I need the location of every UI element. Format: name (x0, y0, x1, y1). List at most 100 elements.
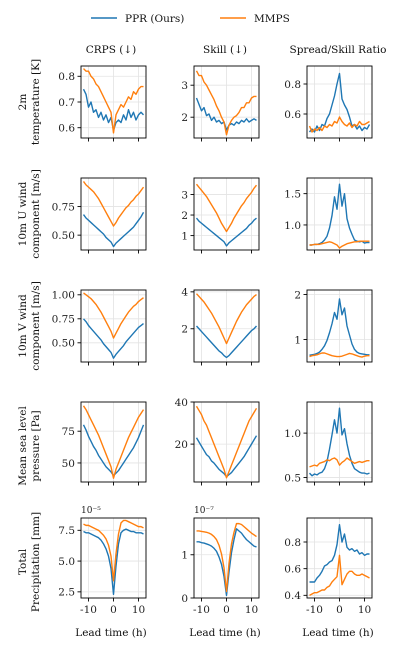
panel-r0-c0: 0.6 0.7 0.8 (58, 65, 147, 142)
panel-r1-c0: 0.50 0.75 (52, 177, 147, 254)
panel-r0-c1-line-ppr (195, 97, 257, 131)
panel-r2-c1: 24 (181, 287, 260, 366)
panel-r0-c0-ytick-label-1: 0.7 (58, 97, 75, 109)
panel-r2-c2: 12 (294, 289, 373, 366)
panel-r4-c1-ytick-label-1: 1 (181, 550, 188, 562)
panel-r1-c2-ytick-label-0: 1.0 (284, 220, 301, 232)
panel-r3-c0-ytick-label-0: 50 (62, 458, 75, 470)
panel-r3-c0: 50 75 (62, 401, 147, 486)
row-label-3: Mean sea level pressure [Pa] (17, 406, 42, 486)
panel-r3-c2: 0.5 1.0 (284, 401, 373, 486)
panel-r4-c2-xtick-label-1: 0 (336, 604, 343, 616)
panel-r3-c0-ytick-label-1: 75 (62, 426, 75, 438)
panel-r3-c1-ytick-label-1: 40 (175, 397, 188, 409)
row-label-0: 2m temperature [K] (17, 59, 42, 145)
panel-r1-c1: 1 2 3 (181, 177, 260, 254)
panel-r2-c0-line-ppr (82, 318, 144, 359)
panel-r2-c1-line-mmps (195, 293, 257, 345)
row-label-4: Total Precipitation [mm] (17, 512, 42, 612)
panel-r0-c2-ytick-label-1: 0.8 (284, 79, 301, 91)
xlabel-col-1: Lead time (h) (189, 627, 261, 639)
panel-r2-c2-ytick-label-0: 1 (294, 334, 301, 346)
panel-r3-c1-ytick-label-0: 20 (175, 439, 188, 451)
row-label-0-line-2: temperature [K] (30, 59, 42, 145)
row-label-4-line-1: Total (17, 548, 29, 575)
panel-r0-c1-ytick-label-0: 2 (181, 112, 188, 124)
panel-r4-c2-line-ppr (309, 523, 370, 583)
panel-r2-c1-line-ppr (195, 325, 258, 359)
panel-r1-c1-ytick-label-2: 3 (181, 189, 188, 201)
panel-r3-c1-line-mmps (195, 405, 258, 479)
row-label-3-line-2: pressure [Pa] (30, 410, 42, 481)
panel-r4-c0-exponent-label: 10⁻⁵ (81, 506, 101, 516)
panel-r0-c1: 23 (181, 65, 260, 142)
panel-r3-c2-line-ppr (308, 407, 370, 477)
panel-r0-c2-ytick-label-0: 0.6 (284, 109, 301, 121)
panel-r4-c2: -10 0 10 0.4 0.6 0.8 (284, 517, 373, 616)
panel-r0-c1-ytick-label-1: 3 (181, 80, 188, 92)
panel-r1-c0-ytick-label-1: 0.75 (52, 201, 75, 213)
panel-r4-c2-ytick-label-1: 0.6 (284, 563, 301, 575)
panel-r4-c1-xtick-label-2: 10 (245, 604, 258, 616)
row-label-1: 10m U wind component [m/s] (17, 169, 42, 259)
panel-r0-c0-ytick-label-0: 0.6 (58, 123, 75, 135)
row-label-2: 10m V wind component [m/s] (17, 281, 42, 371)
row-label-3-line-1: Mean sea level (17, 406, 29, 486)
col-title-crps: CRPS (↓) (86, 44, 137, 56)
panel-r4-c2-ytick-label-0: 0.4 (284, 590, 301, 602)
panel-r4-c1-xtick-label-0: -10 (193, 604, 210, 616)
legend-label-mmps: MMPS (254, 13, 290, 25)
col-title-spread-skill: Spread/Skill Ratio (290, 44, 387, 56)
panel-r2-c1-ytick-label-0: 2 (181, 324, 188, 336)
panel-r4-c0-xtick-label-2: 10 (132, 604, 145, 616)
panel-r1-c2-line-mmps (309, 240, 370, 249)
panel-r1-c2-ytick-label-1: 1.5 (284, 188, 301, 200)
panel-r2-c2-ytick-label-1: 2 (294, 289, 301, 301)
panel-r0-c2-line-ppr (308, 72, 371, 133)
panel-r4-c0-ytick-label-1: 5.0 (58, 556, 75, 568)
row-label-0-line-1: 2m (17, 94, 29, 111)
panels: 0.60.70.8230.60.80.500.751231.01.50.500.… (52, 65, 373, 616)
panel-r1-c0-line-mmps (82, 181, 145, 227)
panel-r2-c0-ytick-label-0: 0.50 (52, 338, 75, 350)
xlabel-col-2: Lead time (h) (302, 627, 374, 639)
panel-r3-c2-ytick-label-0: 0.5 (284, 472, 301, 484)
row-label-1-line-2: component [m/s] (30, 169, 42, 259)
panel-r2-c2-line-mmps (309, 352, 370, 358)
col-title-skill: Skill (↓) (203, 44, 247, 56)
panel-r4-c1-ytick-label-0: 0 (181, 593, 188, 605)
panel-r0-c1-line-mmps (195, 70, 257, 136)
panel-r1-c1-line-ppr (195, 217, 257, 247)
panel-r1-c0-line-ppr (82, 211, 145, 248)
panel-r4-c2-xtick-label-2: 10 (358, 604, 371, 616)
panel-r2-c0-line-mmps (83, 292, 144, 339)
panel-r4-c1-line-mmps (196, 522, 257, 593)
panel-r4-c1: -10 0 10 0 1 10⁻⁷ (181, 506, 260, 616)
panel-r4-c2-xtick-label-0: -10 (306, 604, 323, 616)
panel-r4-c0: -10 0 10 2.5 5.0 7.5 10⁻⁵ (58, 506, 147, 616)
panel-r4-c0-ytick-label-0: 2.5 (58, 587, 75, 599)
panel-r1-c2: 1.0 1.5 (284, 177, 373, 254)
panel-r3-c2-ytick-label-1: 1.0 (284, 428, 301, 440)
panel-r0-c0-line-mmps (82, 68, 144, 134)
row-label-1-line-1: 10m U wind (17, 181, 29, 246)
panel-r4-c0-xtick-label-0: -10 (80, 604, 97, 616)
panel-r4-c1-exponent-label: 10⁻⁷ (194, 506, 214, 516)
panel-r1-c1-ytick-label-1: 2 (181, 210, 188, 222)
panel-r2-c2-line-ppr (309, 298, 370, 356)
panel-r0-c2-line-mmps (308, 116, 370, 133)
panel-r4-c2-line-mmps (309, 554, 370, 596)
panel-r1-c1-ytick-label-0: 1 (181, 230, 188, 242)
panel-r1-c1-line-mmps (195, 183, 258, 233)
panel-r2-c0-ytick-label-1: 0.75 (52, 314, 75, 326)
legend-label-ppr: PPR (Ours) (125, 13, 184, 25)
panel-r4-c0-line-mmps (83, 519, 144, 582)
panel-r1-c0-ytick-label-0: 0.50 (52, 230, 75, 242)
panel-r3-c2-line-mmps (309, 457, 370, 468)
panel-r4-c0-ytick-label-2: 7.5 (58, 525, 75, 537)
panel-r4-c0-line-ppr (83, 528, 144, 596)
row-label-2-line-2: component [m/s] (30, 281, 42, 371)
panel-r4-c1-xtick-label-1: 0 (223, 604, 230, 616)
